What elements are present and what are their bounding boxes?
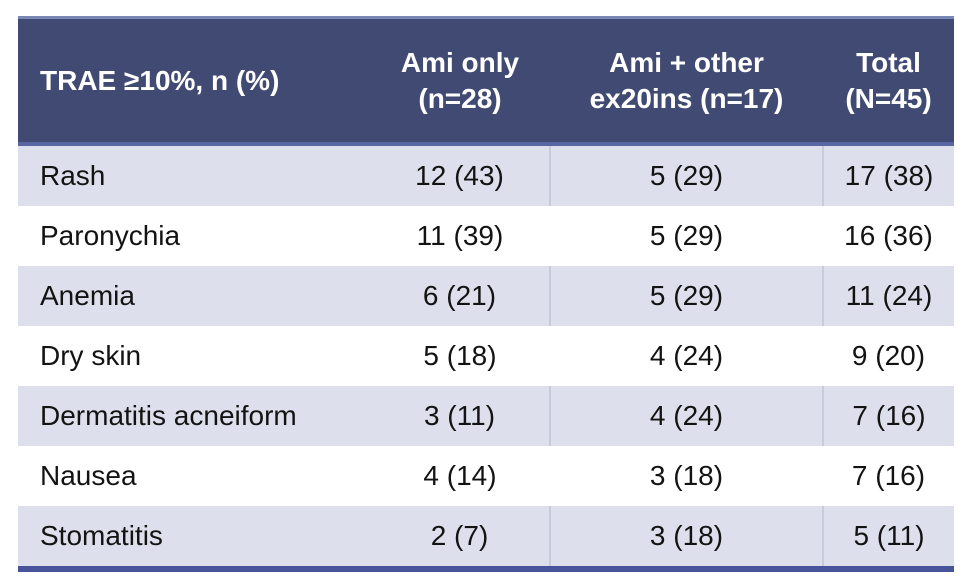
value-cell: 4 (14) (423, 460, 497, 491)
column-header-trae: TRAE ≥10%, n (%) (18, 19, 370, 146)
value-cell: 16 (36) (844, 220, 933, 251)
value-cell: 7 (16) (852, 400, 926, 431)
row-label-cell: Anemia (40, 280, 135, 311)
table-row: Anemia 6 (21) 5 (29) 11 (24) (18, 266, 954, 326)
value-cell: 11 (39) (416, 220, 504, 251)
row-label-cell: Dry skin (40, 340, 142, 371)
value-cell: 3 (18) (550, 506, 824, 566)
table-body: Rash 12 (43) 5 (29) 17 (38) Paronychia 1… (18, 144, 954, 566)
header-row: TRAE ≥10%, n (%) Ami only (n=28) Ami + o… (18, 19, 954, 146)
column-header-total: Total (N=45) (823, 19, 954, 146)
table-row: Paronychia 11 (39) 5 (29) 16 (36) (18, 206, 954, 266)
table-header: TRAE ≥10%, n (%) Ami only (n=28) Ami + o… (18, 19, 954, 146)
table-row: Rash 12 (43) 5 (29) 17 (38) (18, 144, 954, 206)
value-cell: 5 (18) (423, 340, 497, 371)
table-row: Dermatitis acneiform 3 (11) 4 (24) 7 (16… (18, 386, 954, 446)
row-label-cell: Nausea (40, 460, 137, 491)
trae-table: TRAE ≥10%, n (%) Ami only (n=28) Ami + o… (18, 19, 954, 566)
value-cell: 17 (38) (844, 160, 934, 191)
bottom-accent-bar (18, 566, 954, 572)
row-label-cell: Paronychia (40, 220, 181, 251)
table-row: Dry skin 5 (18) 4 (24) 9 (20) (18, 326, 954, 386)
value-cell: 6 (21) (370, 266, 551, 326)
value-cell: 4 (24) (550, 386, 824, 446)
value-cell: 5 (29) (550, 144, 824, 206)
trae-table-container: TRAE ≥10%, n (%) Ami only (n=28) Ami + o… (18, 16, 954, 572)
value-cell: 3 (18) (649, 460, 724, 491)
value-cell: 4 (24) (649, 340, 724, 371)
value-cell: 5 (11) (853, 520, 925, 551)
row-label-cell: Rash (40, 160, 106, 191)
value-cell: 11 (24) (845, 280, 933, 311)
value-cell: 12 (43) (370, 144, 551, 206)
table-row: Nausea 4 (14) 3 (18) 7 (16) (18, 446, 954, 506)
value-cell: 5 (29) (649, 220, 724, 251)
value-cell: 3 (11) (370, 386, 551, 446)
value-cell: 7 (16) (851, 460, 926, 491)
table-row: Stomatitis 2 (7) 3 (18) 5 (11) (18, 506, 954, 566)
value-cell: 5 (29) (550, 266, 824, 326)
row-label-cell: Dermatitis acneiform (40, 400, 297, 431)
top-accent-bar (18, 16, 954, 19)
value-cell: 9 (20) (851, 340, 926, 371)
column-header-ami-only: Ami only (n=28) (370, 19, 550, 146)
column-header-ami-other: Ami + other ex20ins (n=17) (550, 19, 823, 146)
row-label-cell: Stomatitis (40, 520, 163, 551)
value-cell: 2 (7) (370, 506, 551, 566)
